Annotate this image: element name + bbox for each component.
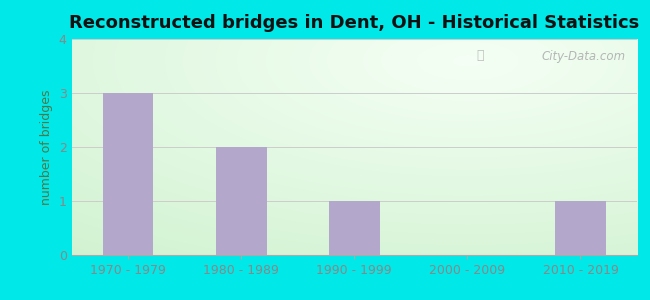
Bar: [103, 93, 153, 255]
Text: ⦾: ⦾: [477, 49, 484, 62]
Title: Reconstructed bridges in Dent, OH - Historical Statistics: Reconstructed bridges in Dent, OH - Hist…: [69, 14, 640, 32]
Text: City-Data.com: City-Data.com: [541, 50, 626, 63]
Bar: [329, 201, 380, 255]
Bar: [216, 147, 266, 255]
Bar: [555, 201, 606, 255]
Y-axis label: number of bridges: number of bridges: [40, 89, 53, 205]
